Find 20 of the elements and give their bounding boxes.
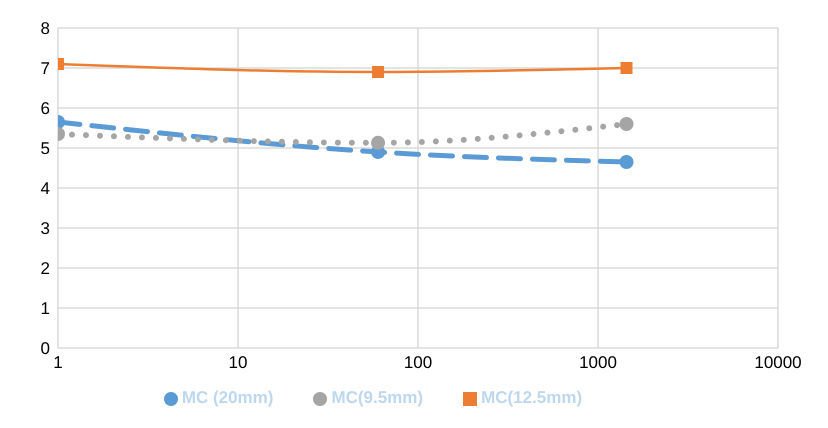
point — [620, 62, 633, 74]
x-tick-label: 100 — [404, 353, 432, 372]
x-tick-label: 10000 — [754, 353, 802, 372]
x-tick-label: 1 — [53, 353, 63, 372]
legend-label: MC (20mm) — [182, 388, 274, 407]
y-tick-label: 6 — [40, 99, 50, 118]
y-tick-label: 3 — [40, 219, 50, 238]
x-tick-label: 10 — [228, 353, 248, 372]
y-tick-label: 7 — [40, 59, 50, 78]
legend-label: MC(12.5mm) — [481, 388, 582, 407]
y-tick-label: 4 — [40, 179, 50, 198]
y-tick-label: 8 — [40, 19, 50, 38]
point — [620, 117, 634, 131]
x-tick-label: 1000 — [579, 353, 617, 372]
point — [620, 155, 634, 169]
y-tick-label: 0 — [40, 339, 50, 358]
legend-label: MC(9.5mm) — [331, 388, 424, 407]
y-tick-label: 5 — [40, 139, 50, 158]
y-tick-label: 1 — [40, 299, 50, 318]
y-tick-label: 2 — [40, 259, 50, 278]
